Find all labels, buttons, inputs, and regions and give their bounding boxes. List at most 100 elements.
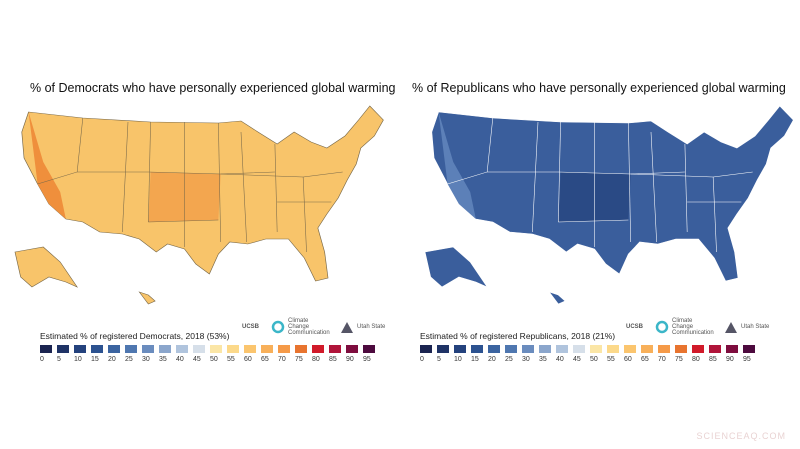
swatch-color	[709, 345, 721, 353]
swatch-color	[261, 345, 273, 353]
state-border	[240, 131, 247, 243]
state-border	[274, 143, 278, 233]
swatch-color	[454, 345, 466, 353]
swatch-label: 25	[125, 356, 133, 363]
swatch-label: 60	[624, 356, 632, 363]
swatch-label: 95	[743, 356, 751, 363]
third-text: Utah State	[357, 324, 386, 330]
legend-swatches: 0 5 10 15 20 25 30 35 40 45 50 55 60 65 70 75 80 85 90 95	[40, 345, 375, 363]
legend-swatch: 55	[227, 345, 239, 363]
swatch-color	[641, 345, 653, 353]
legend-swatch: 90	[346, 345, 358, 363]
legend-swatch: 0	[40, 345, 52, 363]
legend-swatch: 85	[709, 345, 721, 363]
swatch-label: 30	[142, 356, 150, 363]
legend-swatch: 50	[210, 345, 222, 363]
swatch-label: 15	[91, 356, 99, 363]
legend-swatch: 45	[573, 345, 585, 363]
legend-swatch: 80	[312, 345, 324, 363]
swatch-color	[692, 345, 704, 353]
swatch-label: 45	[193, 356, 201, 363]
legend-swatch: 25	[505, 345, 517, 363]
alaska	[424, 246, 489, 288]
swatch-color	[658, 345, 670, 353]
swatch-color	[108, 345, 120, 353]
swatch-color	[675, 345, 687, 353]
legend-swatch: 20	[488, 345, 500, 363]
climate-comm-logo: Climate Change Communication	[655, 318, 714, 336]
legend-swatch: 95	[743, 345, 755, 363]
legend-swatch: 60	[624, 345, 636, 363]
state-border	[302, 176, 307, 253]
swatch-color	[346, 345, 358, 353]
swatch-label: 55	[607, 356, 615, 363]
swatch-label: 85	[329, 356, 337, 363]
swatch-color	[57, 345, 69, 353]
state-border	[447, 117, 494, 185]
ucsb-text: UCSB	[626, 324, 644, 330]
swatch-color	[312, 345, 324, 353]
ucsb-logo: UCSB	[242, 324, 259, 330]
legend-swatch: 55	[607, 345, 619, 363]
map-title: % of Republicans who have personally exp…	[412, 81, 786, 95]
legend-swatch: 85	[329, 345, 341, 363]
swatch-color	[40, 345, 52, 353]
swatch-label: 0	[40, 356, 44, 363]
swatch-label: 20	[488, 356, 496, 363]
swatch-color	[573, 345, 585, 353]
swatch-color	[176, 345, 188, 353]
alaska	[14, 246, 79, 288]
swatch-color	[91, 345, 103, 353]
swatch-label: 75	[675, 356, 683, 363]
us-map-democrats	[14, 105, 384, 305]
swatch-label: 15	[471, 356, 479, 363]
watermark: SCIENCEAQ.COM	[696, 431, 786, 441]
swatch-label: 90	[726, 356, 734, 363]
west-coast-region	[438, 112, 476, 219]
state-border	[558, 219, 629, 223]
swatch-color	[556, 345, 568, 353]
swatch-label: 20	[108, 356, 116, 363]
third-logo: Utah State	[340, 320, 385, 334]
legend-swatch: 75	[295, 345, 307, 363]
legend-swatch: 20	[108, 345, 120, 363]
legend-swatch: 95	[363, 345, 375, 363]
swatch-color	[295, 345, 307, 353]
state-border	[684, 143, 688, 233]
swatch-color	[726, 345, 738, 353]
logos: UCSB Climate Change Communication Utah S…	[626, 318, 769, 336]
swatch-color	[125, 345, 137, 353]
legend-swatch: 45	[193, 345, 205, 363]
swatch-label: 35	[159, 356, 167, 363]
swatch-color	[590, 345, 602, 353]
swatch-label: 5	[437, 356, 441, 363]
legend-swatch: 5	[57, 345, 69, 363]
state-border	[650, 131, 657, 243]
swatch-label: 70	[278, 356, 286, 363]
swatch-label: 65	[641, 356, 649, 363]
west-coast-region	[28, 112, 66, 219]
legend-swatch: 15	[91, 345, 103, 363]
swatch-color	[539, 345, 551, 353]
ucsb-logo: UCSB	[626, 324, 643, 330]
legend-swatch: 35	[539, 345, 551, 363]
state-border	[218, 122, 221, 243]
legend-swatch: 0	[420, 345, 432, 363]
legend-swatch: 30	[142, 345, 154, 363]
legend-swatch: 70	[658, 345, 670, 363]
swatch-label: 55	[227, 356, 235, 363]
logos: UCSB Climate Change Communication Utah S…	[242, 318, 385, 336]
legend-swatch: 30	[522, 345, 534, 363]
legend-swatch: 25	[125, 345, 137, 363]
swatch-color	[607, 345, 619, 353]
legend-swatch: 80	[692, 345, 704, 363]
state-border	[712, 176, 717, 253]
swatch-label: 85	[709, 356, 717, 363]
us-map-republicans	[424, 105, 794, 305]
hawaii	[548, 291, 566, 305]
swatch-label: 95	[363, 356, 371, 363]
swatch-color	[227, 345, 239, 353]
swatch-label: 40	[556, 356, 564, 363]
hawaii	[138, 291, 156, 305]
climate-text: Climate Change Communication	[672, 318, 714, 336]
